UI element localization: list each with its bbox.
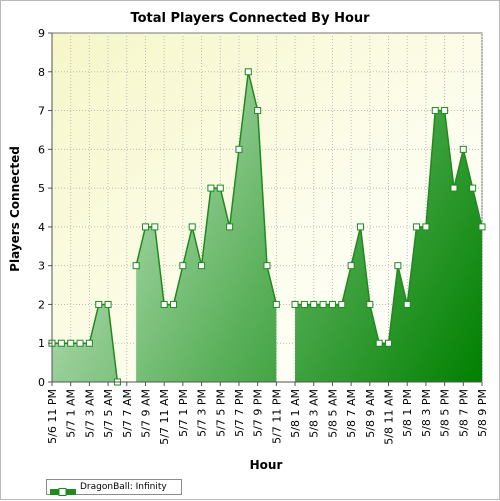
x-tick-label: 5/7 7 AM bbox=[121, 389, 134, 438]
data-point bbox=[478, 223, 486, 231]
y-tick-label: 8 bbox=[38, 66, 45, 79]
data-point bbox=[356, 223, 364, 231]
y-tick-label: 1 bbox=[38, 337, 45, 350]
data-point bbox=[179, 262, 187, 270]
data-point bbox=[160, 300, 168, 308]
data-point bbox=[413, 223, 421, 231]
data-point bbox=[366, 300, 374, 308]
x-tick-label: 5/7 3 PM bbox=[196, 389, 209, 437]
x-axis: 5/6 11 PM 5/7 1 AM 5/7 3 AM 5/7 5 AM 5/7 7 A… bbox=[46, 381, 489, 445]
x-tick-label: 5/7 11 AM bbox=[158, 389, 171, 445]
y-tick-label: 2 bbox=[38, 298, 45, 311]
data-point bbox=[450, 184, 458, 192]
data-point bbox=[263, 262, 271, 270]
x-tick-label: 5/7 1 AM bbox=[65, 389, 78, 438]
chart-title: Total Players Connected By Hour bbox=[130, 11, 370, 26]
x-tick-label: 5/7 3 AM bbox=[83, 389, 96, 438]
data-point bbox=[431, 107, 439, 115]
area-segment bbox=[295, 110, 482, 383]
data-point bbox=[459, 145, 467, 153]
x-tick-label: 5/7 11 PM bbox=[270, 389, 283, 444]
data-point bbox=[385, 339, 393, 347]
x-tick-label: 5/7 5 AM bbox=[102, 389, 115, 438]
data-point bbox=[188, 223, 196, 231]
x-axis-title: Hour bbox=[250, 458, 283, 472]
y-tick-label: 7 bbox=[38, 105, 45, 118]
data-point bbox=[375, 339, 383, 347]
x-tick-label: 5/8 7 PM bbox=[457, 389, 470, 437]
y-tick-label: 9 bbox=[38, 27, 45, 40]
legend-swatch bbox=[50, 482, 76, 496]
y-tick-label: 3 bbox=[38, 260, 45, 273]
line-segment bbox=[135, 71, 278, 306]
data-point bbox=[141, 223, 149, 231]
data-point bbox=[235, 145, 243, 153]
data-point bbox=[300, 300, 308, 308]
data-point bbox=[469, 184, 477, 192]
x-tick-label: 5/8 9 PM bbox=[476, 389, 489, 437]
data-point bbox=[207, 184, 215, 192]
x-tick-label: 5/7 7 PM bbox=[233, 389, 246, 437]
x-tick-label: 5/6 11 PM bbox=[46, 389, 59, 444]
data-point bbox=[244, 68, 252, 76]
data-point bbox=[95, 300, 103, 308]
x-tick-label: 5/8 1 PM bbox=[401, 389, 414, 437]
legend: DragonBall: Infinity bbox=[46, 479, 182, 496]
x-tick-label: 5/7 1 PM bbox=[177, 389, 190, 437]
data-point bbox=[151, 223, 159, 231]
y-tick-label: 0 bbox=[38, 376, 45, 389]
x-tick-label: 5/8 7 AM bbox=[345, 389, 358, 438]
x-tick-label: 5/8 5 PM bbox=[439, 389, 452, 437]
data-point bbox=[198, 262, 206, 270]
data-point bbox=[291, 300, 299, 308]
x-tick-label: 5/8 3 AM bbox=[308, 389, 321, 438]
data-point bbox=[170, 300, 178, 308]
data-point bbox=[132, 262, 140, 270]
data-point bbox=[254, 107, 262, 115]
x-tick-label: 5/8 3 PM bbox=[420, 389, 433, 437]
data-point bbox=[85, 339, 93, 347]
data-point bbox=[216, 184, 224, 192]
x-tick-label: 5/8 11 AM bbox=[383, 389, 396, 445]
data-point bbox=[328, 300, 336, 308]
data-point bbox=[347, 262, 355, 270]
data-point bbox=[226, 223, 234, 231]
legend-label: DragonBall: Infinity bbox=[80, 482, 167, 492]
data-point bbox=[76, 339, 84, 347]
series-markers bbox=[48, 68, 486, 386]
x-tick-label: 5/8 9 AM bbox=[364, 389, 377, 438]
x-tick-label: 5/8 1 AM bbox=[289, 389, 302, 438]
y-tick-label: 4 bbox=[38, 221, 45, 234]
data-point bbox=[272, 300, 280, 308]
y-tick-label: 5 bbox=[38, 182, 45, 195]
data-point bbox=[57, 339, 65, 347]
data-point bbox=[394, 262, 402, 270]
x-tick-label: 5/8 5 AM bbox=[326, 389, 339, 438]
data-point bbox=[319, 300, 327, 308]
y-tick-label: 6 bbox=[38, 143, 45, 156]
x-tick-label: 5/7 9 AM bbox=[139, 389, 152, 438]
y-axis: 0 1 2 3 4 5 6 7 8 9 bbox=[38, 27, 53, 389]
data-point bbox=[338, 300, 346, 308]
x-tick-label: 5/7 9 PM bbox=[252, 389, 265, 437]
data-point bbox=[67, 339, 75, 347]
data-point bbox=[104, 300, 112, 308]
data-point bbox=[403, 300, 411, 308]
data-point bbox=[441, 107, 449, 115]
x-tick-label: 5/7 5 PM bbox=[214, 389, 227, 437]
data-point bbox=[422, 223, 430, 231]
data-point bbox=[310, 300, 318, 308]
y-axis-title: Players Connected bbox=[8, 146, 22, 272]
